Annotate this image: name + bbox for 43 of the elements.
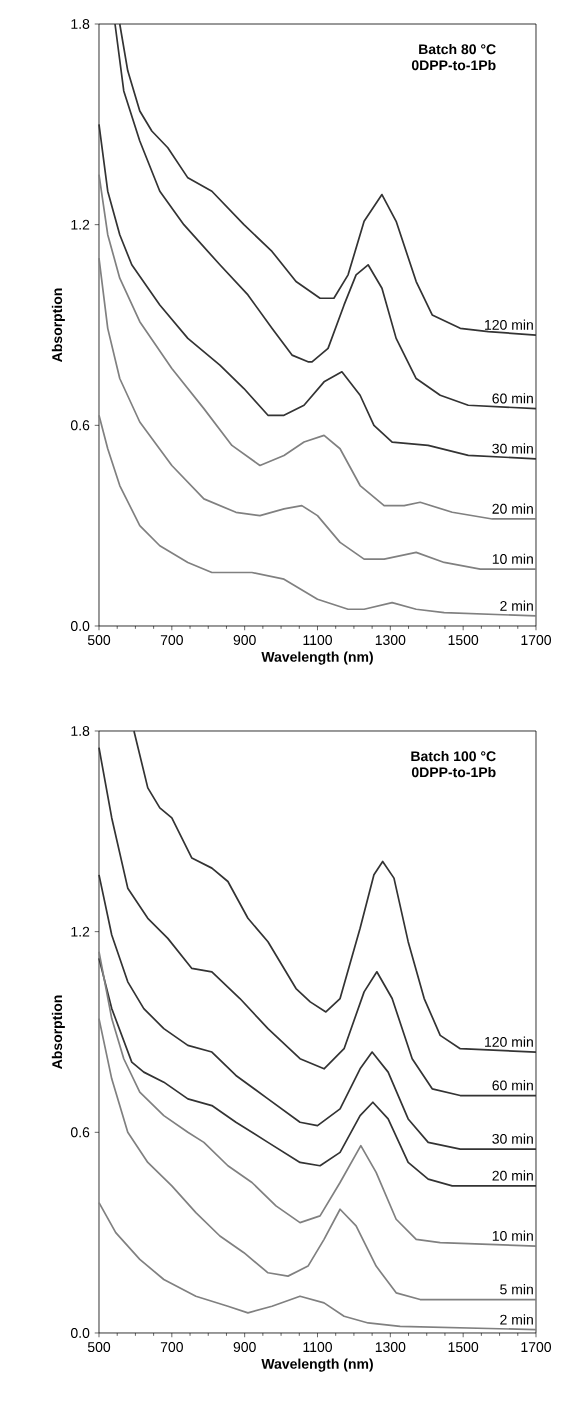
x-tick-label: 500 [87, 1342, 111, 1353]
y-tick-label: 1.8 [71, 726, 90, 736]
x-tick-label: 1500 [448, 635, 479, 646]
series-label: 20 min [492, 503, 533, 514]
series-label: 30 min [492, 443, 533, 454]
x-tick-label: 1500 [448, 1342, 479, 1353]
x-tick-label: 500 [87, 635, 111, 646]
series-label: 2 min [500, 1314, 533, 1325]
y-tick-label: 0.6 [70, 420, 90, 431]
series-label: 60 min [492, 393, 533, 404]
x-axis-title: Wavelength (nm) [261, 1358, 373, 1372]
series-label: 120 min [485, 319, 533, 330]
x-tick-label: 1100 [303, 635, 332, 646]
text: 0DPP-to-1Pb [411, 766, 496, 778]
x-tick-label: 700 [160, 1342, 183, 1353]
series-label: 2 min [500, 600, 533, 611]
y-axis-title: Absorption [51, 995, 65, 1069]
y-tick-label: 0.0 [70, 621, 90, 631]
text: Batch 80 °C [419, 43, 496, 55]
x-tick-label: 1700 [521, 1342, 552, 1353]
x-tick-label: 1700 [521, 635, 552, 646]
series-label: 30 min [492, 1133, 533, 1144]
text: 0DPP-to-1Pb [411, 59, 496, 71]
x-tick-label: 900 [233, 635, 256, 646]
y-tick-label: 0.6 [70, 1127, 90, 1138]
x-tick-label: 1100 [303, 1342, 332, 1353]
series-label: 20 min [492, 1170, 533, 1181]
y-axis-title: Absorption [51, 288, 65, 362]
series-label: 10 min [492, 553, 533, 564]
series-label: 60 min [492, 1080, 533, 1091]
series-label: 120 min [485, 1036, 533, 1047]
x-tick-label: 900 [233, 1342, 256, 1353]
series-label: 5 min [500, 1284, 533, 1295]
text: Batch 100 °C [411, 750, 496, 762]
x-axis-title: Wavelength (nm) [261, 651, 373, 665]
y-tick-label: 1.2 [71, 219, 90, 230]
x-tick-label: 1300 [375, 635, 406, 646]
x-tick-label: 1300 [375, 1342, 406, 1353]
y-tick-label: 0.0 [70, 1328, 90, 1338]
y-tick-label: 1.2 [71, 926, 90, 937]
x-tick-label: 700 [160, 635, 183, 646]
series-label: 10 min [492, 1230, 533, 1241]
y-tick-label: 1.8 [71, 19, 90, 29]
